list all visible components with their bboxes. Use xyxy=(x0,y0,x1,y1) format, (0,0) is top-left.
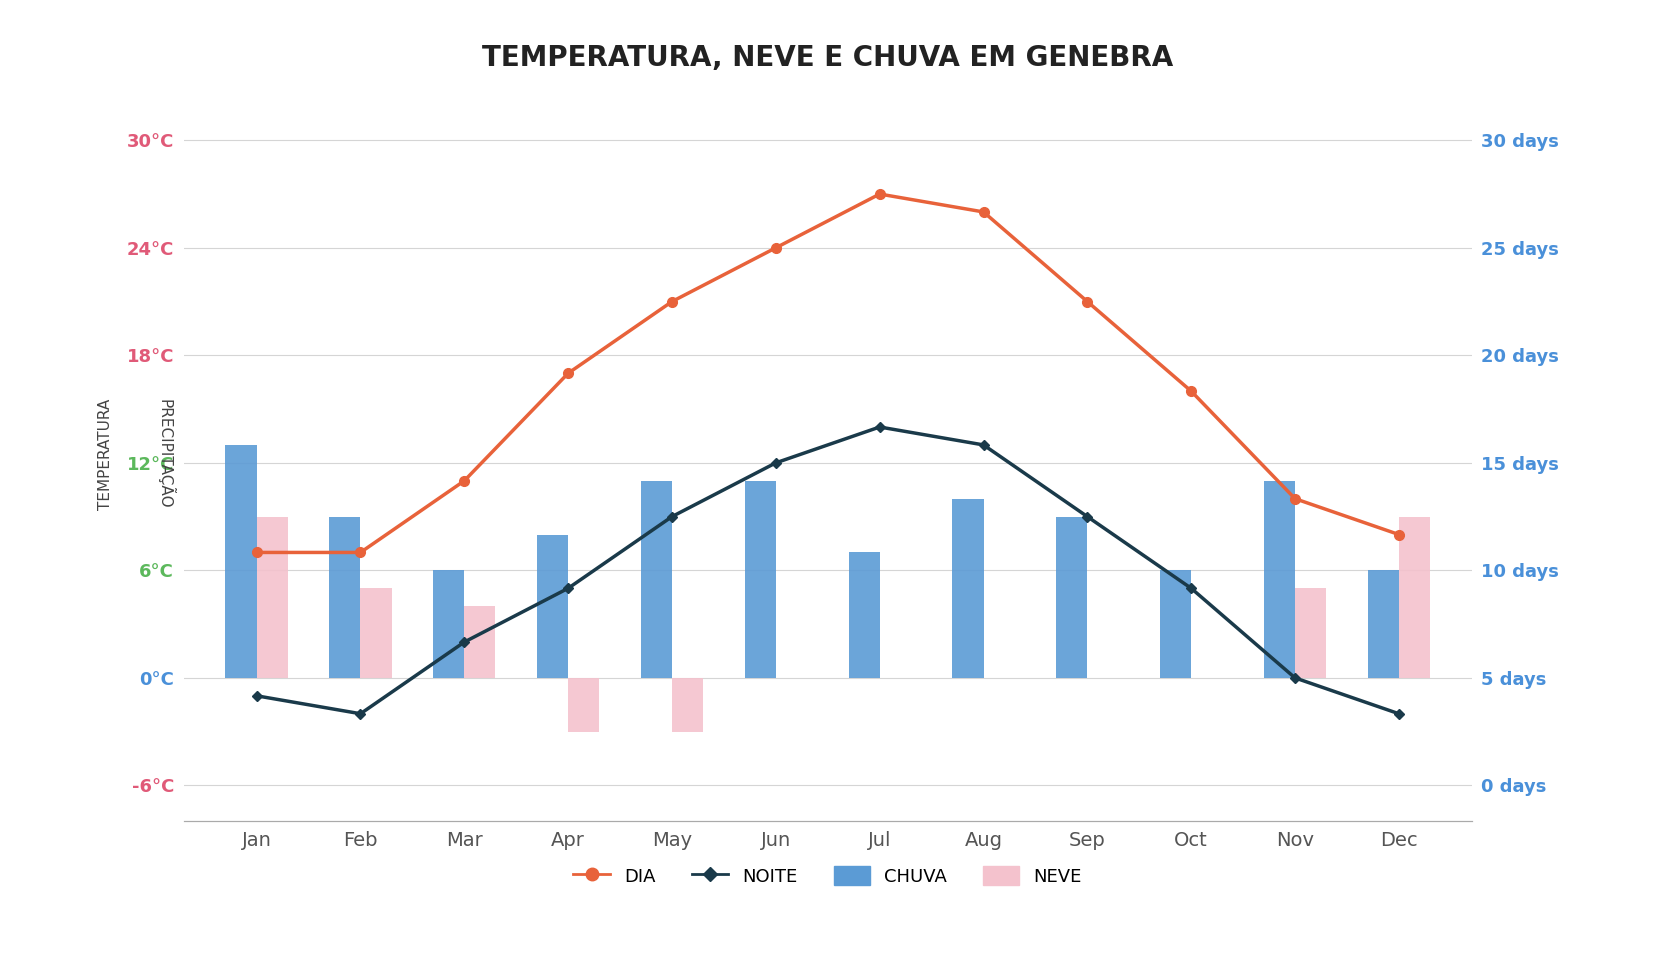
Bar xyxy=(361,588,391,678)
Bar xyxy=(1264,481,1296,678)
Bar xyxy=(673,678,703,731)
Bar xyxy=(848,553,880,678)
Bar xyxy=(1399,516,1430,678)
Bar xyxy=(464,606,495,678)
Title: TEMPERATURA, NEVE E CHUVA EM GENEBRA: TEMPERATURA, NEVE E CHUVA EM GENEBRA xyxy=(482,44,1173,72)
Bar xyxy=(432,571,464,678)
Legend: DIA, NOITE, CHUVA, NEVE: DIA, NOITE, CHUVA, NEVE xyxy=(567,859,1089,893)
Bar xyxy=(257,516,288,678)
Bar xyxy=(641,481,673,678)
Bar xyxy=(1296,588,1326,678)
Y-axis label: PRECIPITAÇÃO: PRECIPITAÇÃO xyxy=(156,399,174,509)
Bar xyxy=(225,445,257,678)
Y-axis label: TEMPERATURA: TEMPERATURA xyxy=(98,399,113,510)
Bar xyxy=(1160,571,1191,678)
Bar xyxy=(1367,571,1399,678)
Bar xyxy=(1056,516,1087,678)
Bar xyxy=(537,534,568,678)
Bar xyxy=(568,678,600,731)
Bar xyxy=(953,499,984,678)
Bar xyxy=(330,516,361,678)
Bar xyxy=(744,481,775,678)
